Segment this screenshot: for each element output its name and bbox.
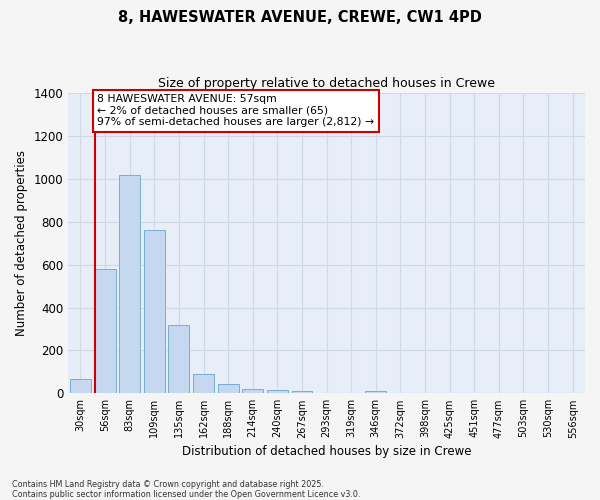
- Title: Size of property relative to detached houses in Crewe: Size of property relative to detached ho…: [158, 78, 495, 90]
- Text: 8, HAWESWATER AVENUE, CREWE, CW1 4PD: 8, HAWESWATER AVENUE, CREWE, CW1 4PD: [118, 10, 482, 25]
- Bar: [119, 174, 140, 394]
- Bar: [193, 374, 214, 394]
- Bar: [267, 390, 288, 394]
- Bar: [292, 391, 313, 394]
- Text: 8 HAWESWATER AVENUE: 57sqm
← 2% of detached houses are smaller (65)
97% of semi-: 8 HAWESWATER AVENUE: 57sqm ← 2% of detac…: [97, 94, 374, 128]
- X-axis label: Distribution of detached houses by size in Crewe: Distribution of detached houses by size …: [182, 444, 472, 458]
- Bar: [95, 269, 116, 394]
- Y-axis label: Number of detached properties: Number of detached properties: [15, 150, 28, 336]
- Text: Contains HM Land Registry data © Crown copyright and database right 2025.
Contai: Contains HM Land Registry data © Crown c…: [12, 480, 361, 499]
- Bar: [169, 324, 190, 394]
- Bar: [242, 388, 263, 394]
- Bar: [218, 384, 239, 394]
- Bar: [365, 391, 386, 394]
- Bar: [144, 230, 165, 394]
- Bar: [70, 380, 91, 394]
